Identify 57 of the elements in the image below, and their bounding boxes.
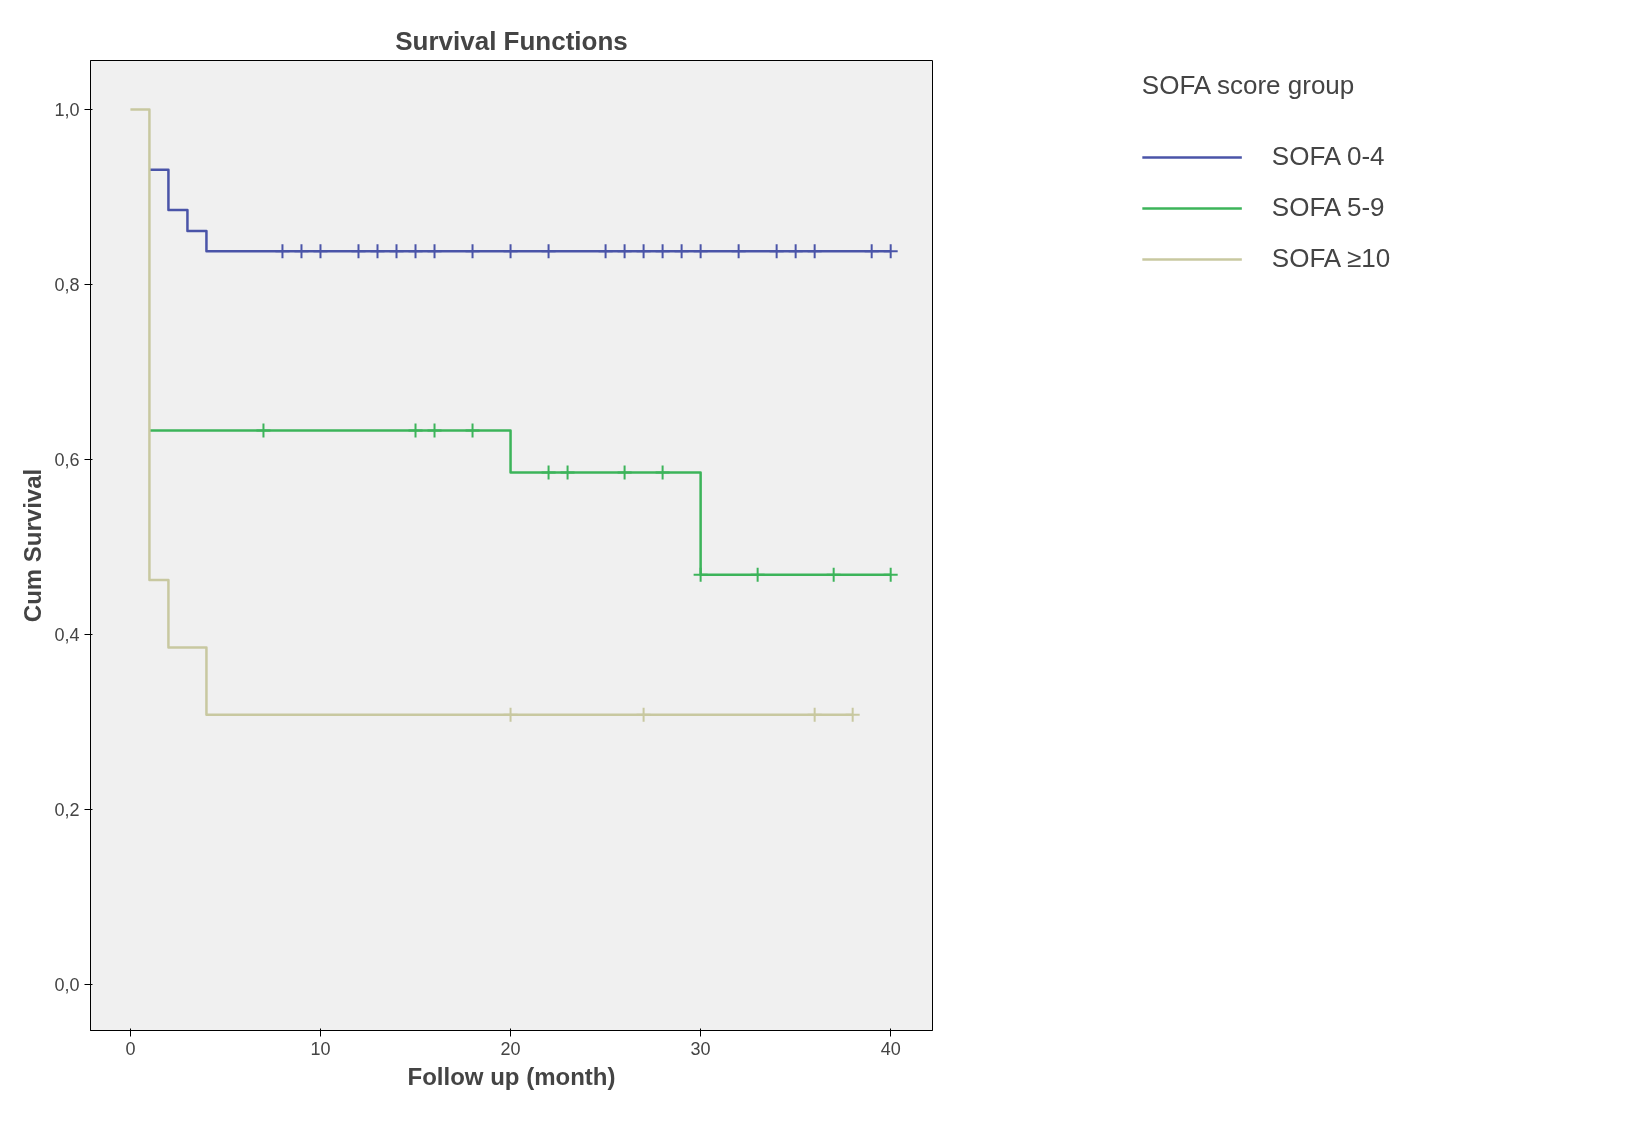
point: [407, 243, 424, 260]
legend-label: SOFA 0-4: [1271, 141, 1385, 172]
point: [255, 422, 272, 439]
point: [882, 566, 899, 583]
point: [407, 422, 424, 439]
legend-label: SOFA ≥10: [1271, 243, 1391, 274]
y-axis-title: Cum Survival: [19, 468, 47, 623]
point: [692, 243, 709, 260]
point: [654, 243, 671, 260]
y-tick-label: 0,2: [54, 799, 80, 820]
x-axis-title: Follow up (month): [407, 1062, 616, 1090]
point: [673, 243, 690, 260]
point: [863, 243, 880, 260]
point: [464, 243, 481, 260]
point: [768, 243, 785, 260]
chart-title: Survival Functions: [395, 25, 628, 56]
y-tick-label: 0,8: [54, 274, 80, 295]
point: [540, 243, 557, 260]
point: [654, 464, 671, 481]
point: [730, 243, 747, 260]
point: [502, 706, 519, 723]
point: [274, 243, 291, 260]
point: [806, 243, 823, 260]
y-tick-label: 0,6: [54, 449, 80, 470]
point: [635, 706, 652, 723]
point: [426, 422, 443, 439]
y-tick-label: 0,0: [54, 974, 80, 995]
x-tick-label: 0: [125, 1038, 136, 1059]
x-tick-label: 10: [310, 1038, 331, 1059]
point: [559, 464, 576, 481]
point: [844, 706, 861, 723]
point: [293, 243, 310, 260]
point: [635, 243, 652, 260]
point: [749, 566, 766, 583]
point: [464, 422, 481, 439]
legend-title: SOFA score group: [1141, 70, 1356, 101]
point: [502, 243, 519, 260]
point: [616, 243, 633, 260]
x-tick-label: 20: [500, 1038, 521, 1059]
y-tick-label: 1,0: [54, 99, 80, 120]
point: [806, 706, 823, 723]
point: [350, 243, 367, 260]
point: [787, 243, 804, 260]
point: [825, 566, 842, 583]
point: [882, 243, 899, 260]
point: [692, 566, 709, 583]
legend-label: SOFA 5-9: [1271, 192, 1385, 223]
point: [369, 243, 386, 260]
x-tick-label: 40: [880, 1038, 901, 1059]
x-tick-label: 30: [690, 1038, 711, 1059]
point: [388, 243, 405, 260]
point: [426, 243, 443, 260]
point: [540, 464, 557, 481]
point: [597, 243, 614, 260]
point: [312, 243, 329, 260]
point: [616, 464, 633, 481]
y-tick-label: 0,4: [54, 624, 80, 645]
